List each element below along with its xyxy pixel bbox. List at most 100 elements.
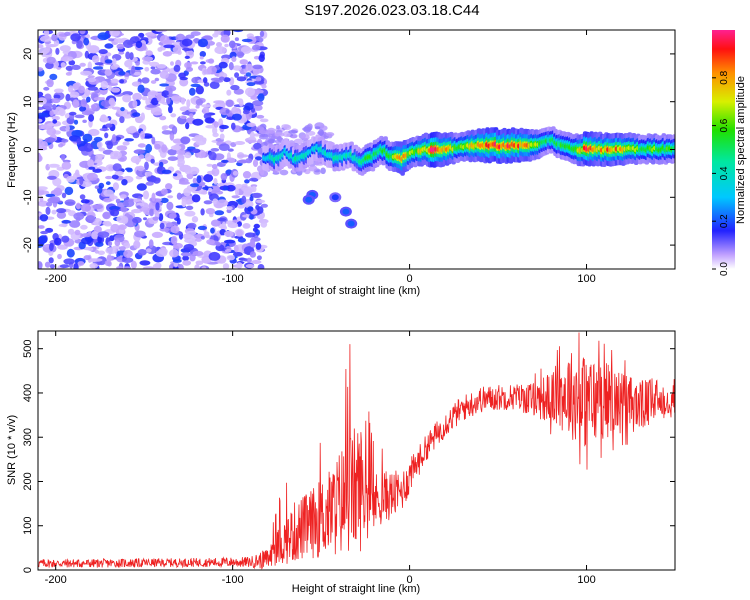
noise-blob [51,209,57,215]
noise-blob [65,93,71,102]
noise-blob [38,118,43,123]
noise-blob [180,97,186,105]
noise-blob [225,220,235,225]
noise-blob [247,206,254,212]
noise-blob [123,266,132,269]
noise-blob [216,42,222,48]
noise-blob [95,241,104,247]
noise-blob [69,91,80,98]
noise-blob [218,143,230,151]
noise-blob [126,111,132,115]
secondary-blob [331,194,339,201]
noise-blob [94,249,100,254]
noise-blob [105,175,113,180]
noise-blob [184,210,196,217]
noise-blob [195,85,204,95]
noise-blob [244,87,256,97]
noise-blob [245,63,254,72]
noise-blob [188,166,200,175]
noise-blob [156,64,167,69]
noise-blob [185,66,193,72]
halo-blob [301,134,310,141]
noise-blob [253,104,263,111]
noise-blob [73,263,79,269]
noise-blob [171,95,182,102]
noise-blob [177,264,184,269]
noise-blob [86,96,91,103]
noise-blob [92,204,103,210]
noise-blob [246,257,252,263]
noise-blob [38,153,42,162]
noise-blob [152,216,159,221]
noise-blob [141,96,148,101]
snr-y-tick-label: 200 [22,472,34,490]
noise-blob [242,110,250,115]
noise-blob [38,97,47,105]
noise-blob [191,216,199,223]
noise-blob [119,116,125,124]
noise-blob [214,79,224,83]
noise-blob [67,228,75,235]
halo-blob [267,138,276,144]
noise-blob [170,61,174,66]
noise-blob [107,241,113,247]
noise-blob [136,183,147,191]
noise-blob [104,69,113,76]
snr-frame [37,330,676,571]
noise-blob [217,217,227,222]
noise-blob [243,187,253,196]
noise-blob [46,127,57,136]
noise-blob [222,263,230,269]
noise-blob [232,219,239,223]
noise-blob [170,145,182,151]
noise-blob [61,161,72,170]
noise-blob [223,77,231,83]
noise-blob [52,177,62,187]
noise-blob [88,128,100,137]
spectrogram-x-label: Height of straight line (km) [292,285,420,297]
noise-blob [68,111,77,116]
spectrogram-marks [38,30,675,269]
noise-blob [82,133,93,143]
noise-blob [83,37,90,46]
noise-blob [259,30,265,37]
noise-blob [180,136,191,145]
noise-blob [59,264,70,269]
noise-blob [161,188,168,195]
noise-blob [155,202,160,211]
noise-blob [256,255,262,261]
noise-blob [132,132,140,139]
noise-blob [211,164,218,169]
noise-blob [208,58,215,64]
colorbar-tick-label: 0.0 [719,262,730,276]
noise-blob [98,182,105,189]
noise-blob [83,142,94,152]
noise-blob [184,61,192,69]
noise-blob [130,198,142,202]
noise-blob [157,47,163,52]
noise-blob [38,67,44,72]
noise-blob [178,72,187,79]
noise-blob [142,56,154,62]
noise-blob [110,156,117,160]
noise-blob [44,137,56,143]
snr-y-tick-label: 300 [22,428,34,446]
noise-blob [81,237,92,245]
noise-blob [233,244,239,253]
noise-blob [94,62,104,66]
noise-blob [234,37,239,42]
noise-blob [236,262,243,269]
snr-x-tick-label: 0 [407,574,413,586]
noise-blob [110,78,119,84]
noise-blob [208,187,213,192]
noise-blob [241,38,253,43]
noise-blob [106,141,113,150]
noise-blob [49,73,58,81]
noise-blob [86,172,98,181]
noise-blob [220,173,228,181]
noise-blob [232,170,239,176]
snr-y-tick-label: 500 [22,340,34,358]
halo-blob [276,125,281,130]
noise-blob [162,125,169,130]
noise-blob [119,79,125,84]
